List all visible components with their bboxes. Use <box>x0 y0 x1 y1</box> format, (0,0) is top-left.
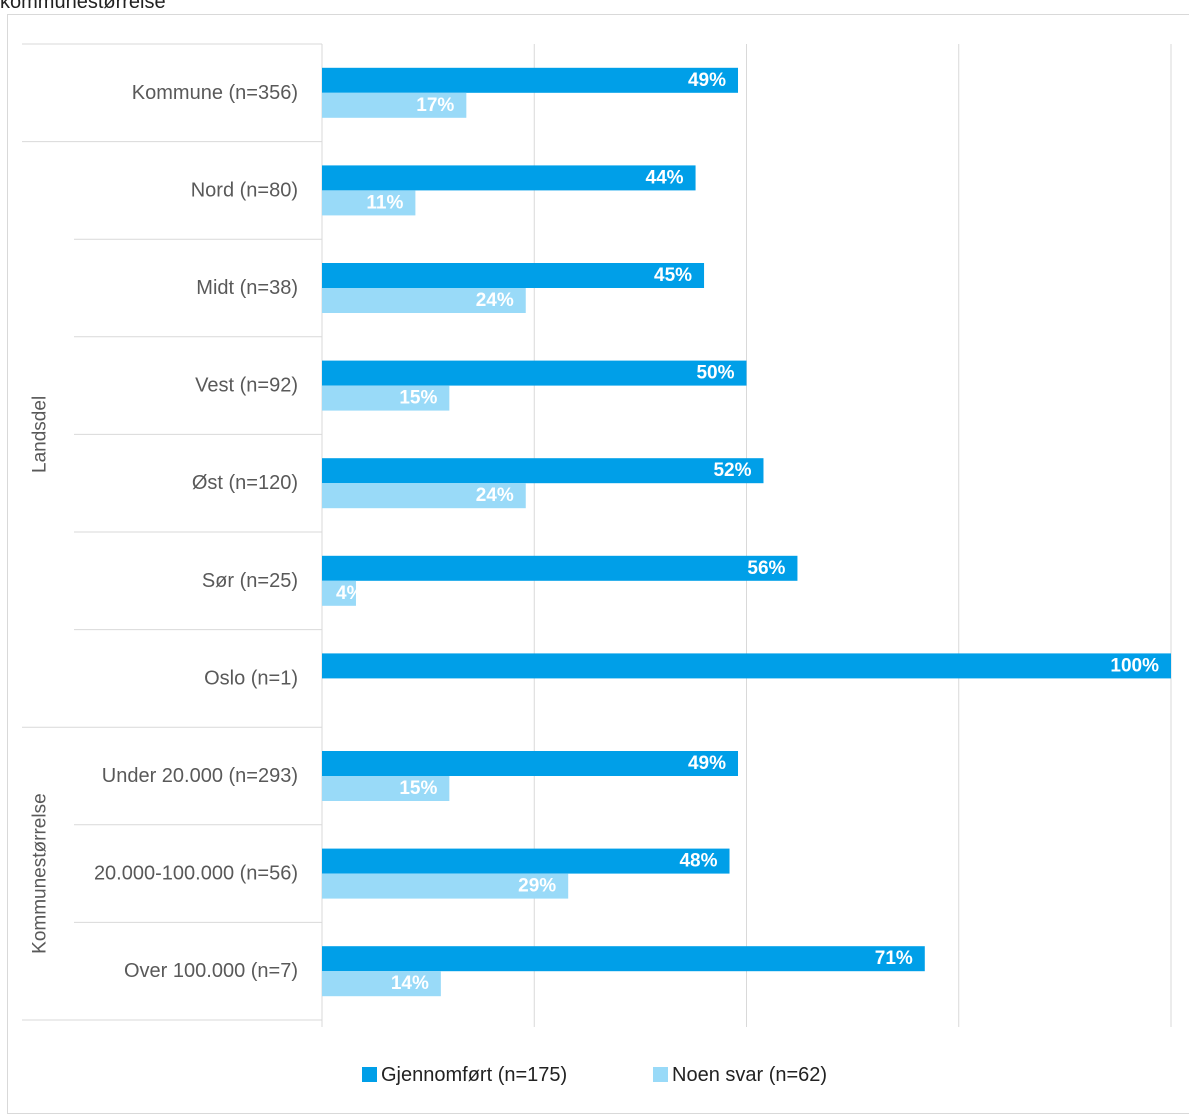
data-label: 52% <box>713 460 751 481</box>
bar-noen-svar <box>322 971 441 997</box>
bar-noen-svar <box>322 288 526 313</box>
data-label: 11% <box>366 192 403 213</box>
bar-gjennomfort <box>322 263 705 288</box>
bar-gjennomfort <box>322 67 739 93</box>
legend-swatch-noen-svar <box>653 1067 668 1082</box>
data-label: 24% <box>476 485 514 506</box>
data-label: 48% <box>679 851 717 872</box>
data-label: 44% <box>646 167 684 188</box>
bar-gjennomfort <box>322 653 1171 679</box>
data-label: 4% <box>336 583 364 604</box>
category-label: Over 100.000 (n=7) <box>124 960 298 982</box>
data-label: 29% <box>518 876 556 897</box>
data-label: 49% <box>688 70 726 91</box>
bar-noen-svar <box>322 776 450 801</box>
group-label: Landsdel <box>30 396 51 473</box>
data-label: 15% <box>399 388 437 409</box>
data-label: 71% <box>875 948 913 969</box>
legend-label: Gjennomført (n=175) <box>381 1064 567 1086</box>
data-label: 100% <box>1110 655 1159 676</box>
bar-gjennomfort <box>322 848 730 874</box>
category-label: 20.000-100.000 (n=56) <box>94 863 298 885</box>
bar-gjennomfort <box>322 458 764 484</box>
data-label: 49% <box>688 753 726 774</box>
bar-noen-svar <box>322 580 356 606</box>
bar-gjennomfort <box>322 555 798 581</box>
category-label: Under 20.000 (n=293) <box>102 765 298 787</box>
legend-label: Noen svar (n=62) <box>672 1064 827 1086</box>
chart-header-text: kommunestørrelse <box>0 0 166 13</box>
group-label: Kommunestørrelse <box>30 793 51 954</box>
category-label: Nord (n=80) <box>191 179 298 201</box>
bar-noen-svar <box>322 92 467 118</box>
bar-noen-svar <box>322 483 526 509</box>
bar-noen-svar <box>322 873 569 899</box>
data-label: 17% <box>416 95 454 116</box>
category-label: Øst (n=120) <box>192 472 298 494</box>
category-label: Kommune (n=356) <box>132 82 298 104</box>
bar-gjennomfort <box>322 751 739 776</box>
category-label: Sør (n=25) <box>202 570 298 592</box>
bar-noen-svar <box>322 385 450 411</box>
data-label: 45% <box>654 265 692 286</box>
data-label: 50% <box>696 363 734 384</box>
legend-swatch-gjennomfort <box>362 1067 377 1082</box>
category-label: Midt (n=38) <box>196 277 298 299</box>
bar-gjennomfort <box>322 946 925 972</box>
bar-gjennomfort <box>322 360 747 386</box>
data-label: 24% <box>476 290 514 311</box>
category-label: Vest (n=92) <box>195 375 298 397</box>
data-label: 14% <box>391 973 429 994</box>
category-label: Oslo (n=1) <box>204 667 298 689</box>
bar-gjennomfort <box>322 165 696 191</box>
data-label: 56% <box>747 558 785 579</box>
data-label: 15% <box>399 778 437 799</box>
bar-noen-svar <box>322 190 416 216</box>
